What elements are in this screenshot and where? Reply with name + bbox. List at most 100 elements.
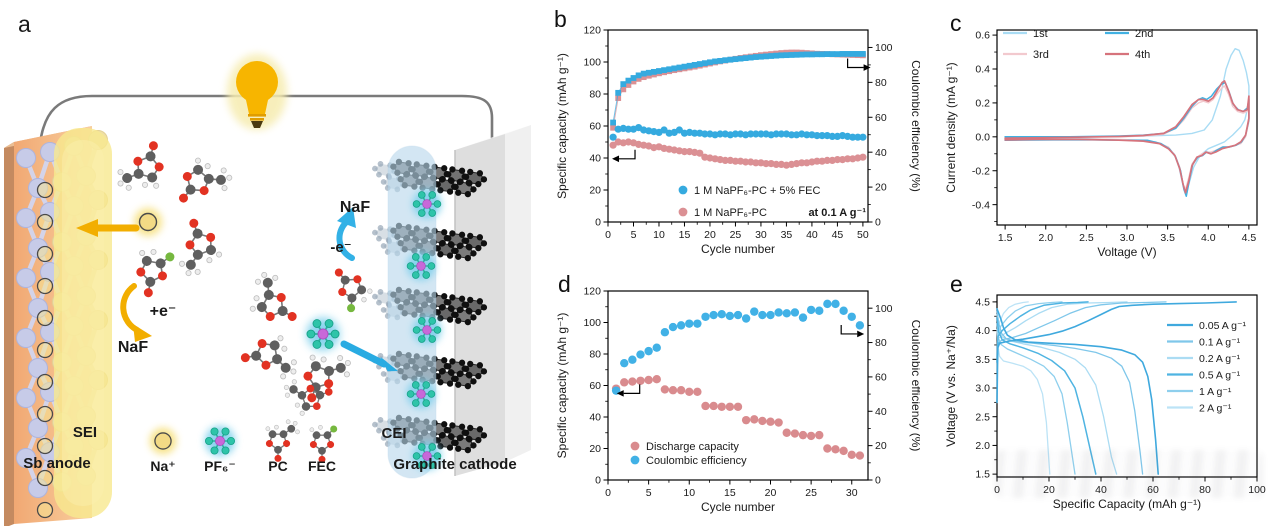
svg-text:20: 20 xyxy=(875,440,887,452)
axes: 0 5 10 15 20 25 30 35 40 45 50 Cycle number 0 20 40 60 8… xyxy=(555,25,920,256)
chart-discharge-ce: 0 5 10 15 20 25 30 Cycle number 0 20 40 60 80 100 120 S… xyxy=(540,263,920,526)
electrolyte-molecules xyxy=(113,133,376,420)
svg-text:Coulombic efficiency: Coulombic efficiency xyxy=(646,455,747,467)
svg-text:4.5: 4.5 xyxy=(975,296,990,308)
svg-text:40: 40 xyxy=(589,153,601,165)
legend: Discharge capacity Coulombic efficiency xyxy=(630,441,747,467)
svg-text:15: 15 xyxy=(724,487,736,499)
svg-text:at 0.1 A g⁻¹: at 0.1 A g⁻¹ xyxy=(808,207,866,219)
anode-label: Sb anode xyxy=(23,455,91,472)
light-bulb-icon xyxy=(227,54,287,130)
panel-b-label: b xyxy=(554,6,567,32)
series-0-1-a-g- xyxy=(996,301,1167,475)
svg-text:20: 20 xyxy=(589,185,601,197)
svg-text:80: 80 xyxy=(875,77,887,89)
panel-d-cycling-chart: d 0 5 10 15 20 25 30 Cycle number 0 20 40 60 80 100 12… xyxy=(540,263,920,526)
panel-c-label: c xyxy=(950,10,962,36)
svg-text:0: 0 xyxy=(595,475,601,487)
panel-b-cycling-chart: b 0 5 10 15 20 25 30 35 40 45 50 Cycle number 0 20 40 6… xyxy=(540,0,920,263)
svg-text:4.5: 4.5 xyxy=(1242,232,1257,244)
series-ce-1-m-napf6-pc-5-fec xyxy=(610,51,866,126)
graphite-cathode xyxy=(372,125,531,479)
svg-text:1 M NaPF₆-PC: 1 M NaPF₆-PC xyxy=(694,207,767,219)
svg-text:1 M NaPF₆-PC + 5% FEC: 1 M NaPF₆-PC + 5% FEC xyxy=(694,185,820,197)
pc-molecule xyxy=(237,332,300,387)
svg-text:0.0: 0.0 xyxy=(975,131,990,143)
sei-na-sites xyxy=(36,181,54,519)
panel-e-rate-chart: e 0 20 40 60 80 100 Specific Capacity (mAh g⁻¹… xyxy=(920,263,1268,526)
svg-text:40: 40 xyxy=(875,147,887,159)
axes: 0 20 40 60 80 100 Specific Capacity (mAh g⁻¹) 1… xyxy=(944,296,1266,511)
svg-text:20: 20 xyxy=(589,443,601,455)
svg-text:40: 40 xyxy=(1095,484,1107,496)
svg-text:10: 10 xyxy=(653,229,665,241)
sei-label: SEI xyxy=(73,424,97,441)
series-coulombic-efficiency xyxy=(611,299,865,395)
svg-text:60: 60 xyxy=(589,121,601,133)
svg-text:2.0: 2.0 xyxy=(1038,232,1053,244)
svg-text:Specific capacity (mAh g⁻¹): Specific capacity (mAh g⁻¹) xyxy=(555,53,569,199)
svg-text:10: 10 xyxy=(683,487,695,499)
svg-text:0: 0 xyxy=(875,217,881,229)
svg-text:0.6: 0.6 xyxy=(975,30,990,42)
fec-legend-label: FEC xyxy=(308,458,336,474)
pf6-ion xyxy=(307,318,340,351)
svg-text:Discharge capacity: Discharge capacity xyxy=(646,441,739,453)
svg-text:1 A g⁻¹: 1 A g⁻¹ xyxy=(1199,386,1232,398)
svg-text:4.0: 4.0 xyxy=(975,325,990,337)
pc-molecule xyxy=(240,266,311,334)
svg-text:Current density (mA g⁻¹): Current density (mA g⁻¹) xyxy=(944,62,958,192)
svg-text:100: 100 xyxy=(583,317,601,329)
svg-text:20: 20 xyxy=(875,182,887,194)
na-legend-label: Na⁺ xyxy=(150,458,175,474)
svg-text:Coulombic efficiency (%): Coulombic efficiency (%) xyxy=(909,60,920,192)
series-4th xyxy=(1004,80,1250,194)
svg-text:Coulombic efficiency (%): Coulombic efficiency (%) xyxy=(909,320,920,452)
svg-text:45: 45 xyxy=(832,229,844,241)
pc-molecule xyxy=(113,133,171,199)
series-capacity-1-m-napf6-pc xyxy=(609,138,867,169)
svg-text:100: 100 xyxy=(875,303,893,315)
svg-text:120: 120 xyxy=(583,286,601,298)
svg-text:0: 0 xyxy=(605,487,611,499)
svg-text:100: 100 xyxy=(875,42,893,54)
legend: 0.05 A g⁻¹ 0.1 A g⁻¹ 0.2 A g⁻¹ 0.5 A g⁻¹ 1 A… xyxy=(1167,320,1246,414)
svg-text:100: 100 xyxy=(583,57,601,69)
svg-text:3.0: 3.0 xyxy=(975,383,990,395)
panel-c-cv-chart: c 1.5 2.0 2.5 3.0 3.5 4.0 4.5 Voltage (V) -0.4 -0… xyxy=(920,0,1268,263)
svg-text:1st: 1st xyxy=(1033,28,1048,40)
svg-text:80: 80 xyxy=(875,337,887,349)
na-ion-icon xyxy=(150,428,177,455)
fec-molecule xyxy=(131,246,176,302)
series-1st xyxy=(1004,48,1250,194)
svg-text:40: 40 xyxy=(806,229,818,241)
svg-text:4th: 4th xyxy=(1135,49,1150,61)
svg-text:2.5: 2.5 xyxy=(1079,232,1094,244)
svg-text:20: 20 xyxy=(765,487,777,499)
svg-text:100: 100 xyxy=(1248,484,1266,496)
series-0-2-a-g- xyxy=(996,301,1128,475)
pf6-migration-arrow xyxy=(340,340,398,372)
pf6-ion-icon xyxy=(205,426,235,456)
series-capacity-1-m-napf6-pc-5-fec xyxy=(609,124,867,141)
pc-molecule xyxy=(165,212,227,281)
chart-cyclic-voltammetry: 1.5 2.0 2.5 3.0 3.5 4.0 4.5 Voltage (V) -0.4 -0.2… xyxy=(920,0,1268,263)
svg-text:20: 20 xyxy=(1043,484,1055,496)
svg-text:Specific Capacity (mAh g⁻¹): Specific Capacity (mAh g⁻¹) xyxy=(1053,497,1201,511)
cathode-label: Graphite cathode xyxy=(393,456,516,473)
svg-text:3.0: 3.0 xyxy=(1120,232,1135,244)
svg-text:2nd: 2nd xyxy=(1135,28,1153,40)
legend: 1 M NaPF₆-PC + 5% FEC 1 M NaPF₆-PC xyxy=(678,185,820,219)
svg-text:25: 25 xyxy=(805,487,817,499)
pc-icon xyxy=(265,419,301,463)
svg-text:25: 25 xyxy=(730,229,742,241)
svg-text:60: 60 xyxy=(875,372,887,384)
pc-legend-label: PC xyxy=(268,458,287,474)
svg-text:Voltage (V vs. Na⁺/Na): Voltage (V vs. Na⁺/Na) xyxy=(944,325,958,447)
panel-a-label: a xyxy=(18,11,31,37)
svg-text:60: 60 xyxy=(589,380,601,392)
naf-left-label: NaF xyxy=(118,339,148,356)
svg-text:0.2 A g⁻¹: 0.2 A g⁻¹ xyxy=(1199,353,1241,365)
svg-text:5: 5 xyxy=(646,487,652,499)
svg-text:0.2: 0.2 xyxy=(975,98,990,110)
